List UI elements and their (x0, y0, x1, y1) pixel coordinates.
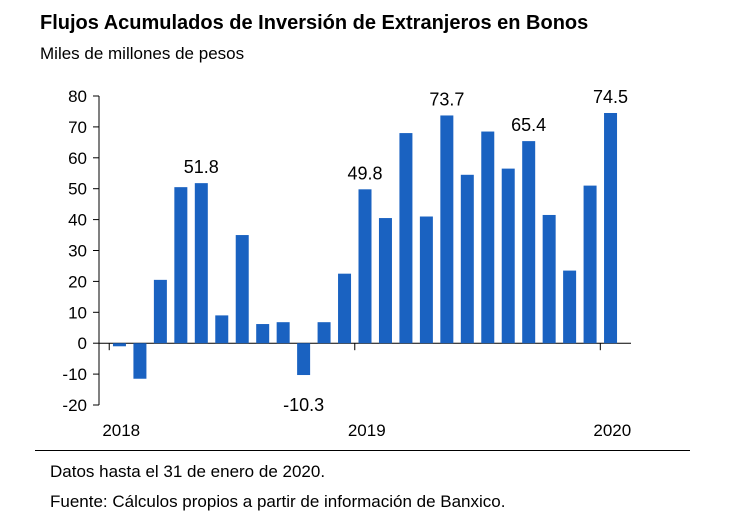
bar (440, 115, 454, 344)
data-through-note: Datos hasta el 31 de enero de 2020. (50, 462, 326, 481)
bar (317, 322, 331, 344)
bar (174, 187, 188, 344)
bar (276, 322, 290, 344)
y-tick-label: 60 (68, 149, 87, 168)
chart-subtitle: Miles de millones de pesos (40, 44, 245, 63)
data-label: 49.8 (347, 163, 382, 183)
bar (215, 315, 229, 344)
data-label: 73.7 (429, 89, 464, 109)
y-tick-label: 40 (68, 211, 87, 230)
bar (133, 343, 147, 379)
bar-chart: -20 -10 0 10 20 30 40 50 60 70 80 2018 2019 2020 51.8 -… (62, 87, 631, 440)
bar (338, 273, 352, 344)
y-tick-label: 50 (68, 180, 87, 199)
y-tick-label: 70 (68, 118, 87, 137)
y-tick-label: -20 (62, 396, 87, 415)
bar (604, 112, 618, 344)
data-label: 51.8 (184, 157, 219, 177)
bar (256, 324, 270, 344)
bar (399, 133, 413, 344)
bar (522, 141, 536, 344)
x-tick-label: 2020 (593, 421, 631, 440)
bar (542, 214, 556, 344)
bar (583, 185, 597, 344)
y-tick-label: 30 (68, 242, 87, 261)
bar (563, 270, 577, 344)
bar (460, 174, 474, 344)
chart-title: Flujos Acumulados de Inversión de Extran… (40, 12, 589, 34)
bar (481, 131, 495, 344)
x-tick-label: 2018 (102, 421, 140, 440)
y-tick-label: 20 (68, 272, 87, 291)
y-tick-label: -10 (62, 365, 87, 384)
bar (297, 343, 311, 376)
bar (153, 279, 167, 344)
bar (194, 183, 208, 344)
bar (112, 343, 126, 347)
bar (358, 189, 372, 344)
data-label: 74.5 (593, 87, 628, 107)
y-tick-label: 0 (78, 334, 87, 353)
bar (378, 218, 392, 344)
y-tick-label: 10 (68, 303, 87, 322)
bar (501, 168, 515, 344)
bar (235, 235, 249, 344)
footer-divider (35, 450, 690, 451)
data-label: -10.3 (283, 395, 324, 415)
x-tick-label: 2019 (348, 421, 386, 440)
data-label: 65.4 (511, 115, 546, 135)
source-note: Fuente: Cálculos propios a partir de inf… (50, 492, 506, 511)
y-tick-label: 80 (68, 87, 87, 106)
bar (419, 216, 433, 344)
